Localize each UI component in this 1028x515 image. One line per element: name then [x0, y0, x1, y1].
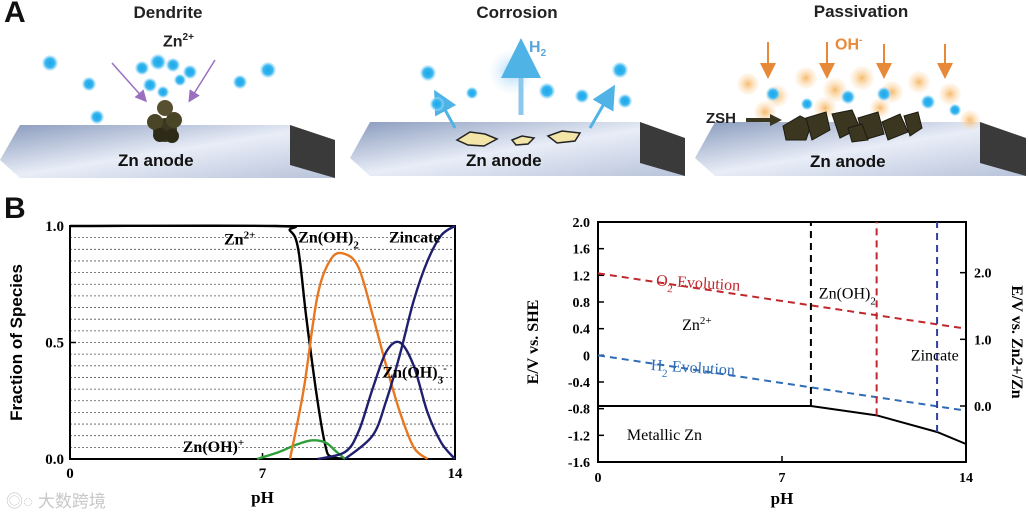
zn-anode-slab — [695, 122, 1026, 176]
y2-tick-label: 0.0 — [974, 400, 992, 415]
zsh-crystal-layer — [782, 109, 923, 143]
hydroxide-label: OH- — [835, 35, 863, 54]
y-tick-label: 1.2 — [573, 269, 591, 284]
dendrite-icon — [147, 100, 182, 143]
series-label-znoh3: Zn(OH)3- — [382, 362, 447, 386]
x-tick-label: 0 — [66, 466, 74, 482]
plot-frame — [597, 221, 967, 463]
zsh-label: ZSH — [706, 110, 736, 127]
y-tick-label: -1.2 — [568, 429, 590, 444]
y-tick-label: -0.4 — [568, 376, 590, 391]
series-line-zn-oh-3- — [317, 340, 456, 461]
corrosion-pits — [455, 130, 582, 147]
scene-dendrite — [0, 54, 335, 178]
x-tick-label: 7 — [779, 471, 786, 486]
scene-title: Dendrite — [133, 3, 203, 22]
region-label-metallic-zn: Metallic Zn — [627, 427, 702, 444]
x-tick-label: 7 — [259, 466, 267, 482]
anode-label: Zn anode — [810, 152, 886, 171]
ion-flux-arrow — [111, 62, 147, 103]
y-tick-label: -0.8 — [568, 403, 590, 418]
y-tick-label: 0 — [583, 349, 590, 364]
region-label-zn2: Zn2+ — [682, 315, 712, 334]
zn-ion-cluster — [420, 62, 632, 111]
scene-title: Passivation — [813, 2, 909, 21]
y-tick-label: -1.6 — [568, 456, 590, 471]
zn-ion-cluster — [766, 87, 961, 116]
region-label-zincate: Zincate — [911, 348, 959, 365]
y-tick-label: 0.4 — [573, 323, 591, 338]
y-tick-label: 0.5 — [45, 336, 64, 352]
species-fraction-chart: 0.0 0.5 1.0 0 7 14 Fraction of Species pH Zn2… — [7, 219, 464, 507]
series-line-o2-evolution — [597, 272, 967, 330]
x-tick-label: 14 — [448, 466, 464, 482]
panel-a-letter: A — [4, 0, 26, 29]
y-axis-label: E/V vs. SHE — [525, 300, 542, 385]
anode-label: Zn anode — [118, 151, 194, 170]
zn-ion-label: Zn2+ — [163, 32, 194, 51]
y-tick-label: 2.0 — [573, 216, 591, 231]
scene-corrosion — [350, 38, 685, 176]
zn-anode-slab — [0, 125, 335, 178]
y2-tick-label: 2.0 — [974, 267, 992, 282]
x-axis-label: pH — [771, 489, 794, 508]
series-line-zn2- — [69, 224, 346, 461]
zn-anode-slab — [350, 122, 685, 176]
pourbaix-chart: -1.6 -1.2 -0.8 -0.4 0 0.4 0.8 1.2 1.6 2.0 0.0 1.0 2.… — [525, 216, 1025, 508]
series-label-znoh2: Zn(OH)2 — [298, 229, 359, 251]
y2-tick-label: 1.0 — [974, 333, 992, 348]
series-label-zincate: Zincate — [389, 229, 441, 246]
scene-passivation — [695, 42, 1026, 176]
x-tick-label: 0 — [595, 471, 602, 486]
panel-a-illustration — [0, 38, 1026, 178]
anode-label: Zn anode — [466, 151, 542, 170]
ion-release-arrow — [588, 84, 616, 129]
series-line-zn-oh-2 — [288, 251, 429, 460]
h2-evolution-label: H2 Evolution — [650, 357, 735, 384]
h2-bubble — [490, 50, 534, 94]
watermark: ◎◌ 大数跨境 — [6, 492, 106, 511]
y-tick-label: 1.6 — [573, 243, 591, 258]
y-axis-label: Fraction of Species — [7, 264, 26, 421]
y2-axis-label: E/V vs. Zn2+/Zn — [1008, 285, 1025, 398]
series-line-h2-evolution — [597, 354, 967, 412]
scene-title: Corrosion — [476, 3, 558, 22]
zn-ion-cluster — [42, 54, 276, 124]
o2-evolution-label: O2 Evolution — [655, 272, 740, 299]
ion-flux-arrow — [188, 59, 216, 103]
x-tick-label: 14 — [959, 471, 973, 486]
y-tick-label: 0.0 — [45, 452, 64, 468]
series-line-zincate — [344, 224, 456, 460]
series-label-znoh: Zn(OH)+ — [183, 437, 244, 456]
x-axis-label: pH — [251, 488, 274, 507]
series-label-zn2: Zn2+ — [224, 230, 255, 249]
y-tick-label: 0.8 — [573, 296, 591, 311]
series-line-zn-oh- — [256, 439, 346, 461]
h2-label: H2 — [529, 39, 547, 60]
panel-b-letter: B — [4, 192, 26, 225]
y-tick-label: 1.0 — [45, 219, 64, 235]
region-label-znoh2: Zn(OH)2 — [819, 286, 876, 308]
